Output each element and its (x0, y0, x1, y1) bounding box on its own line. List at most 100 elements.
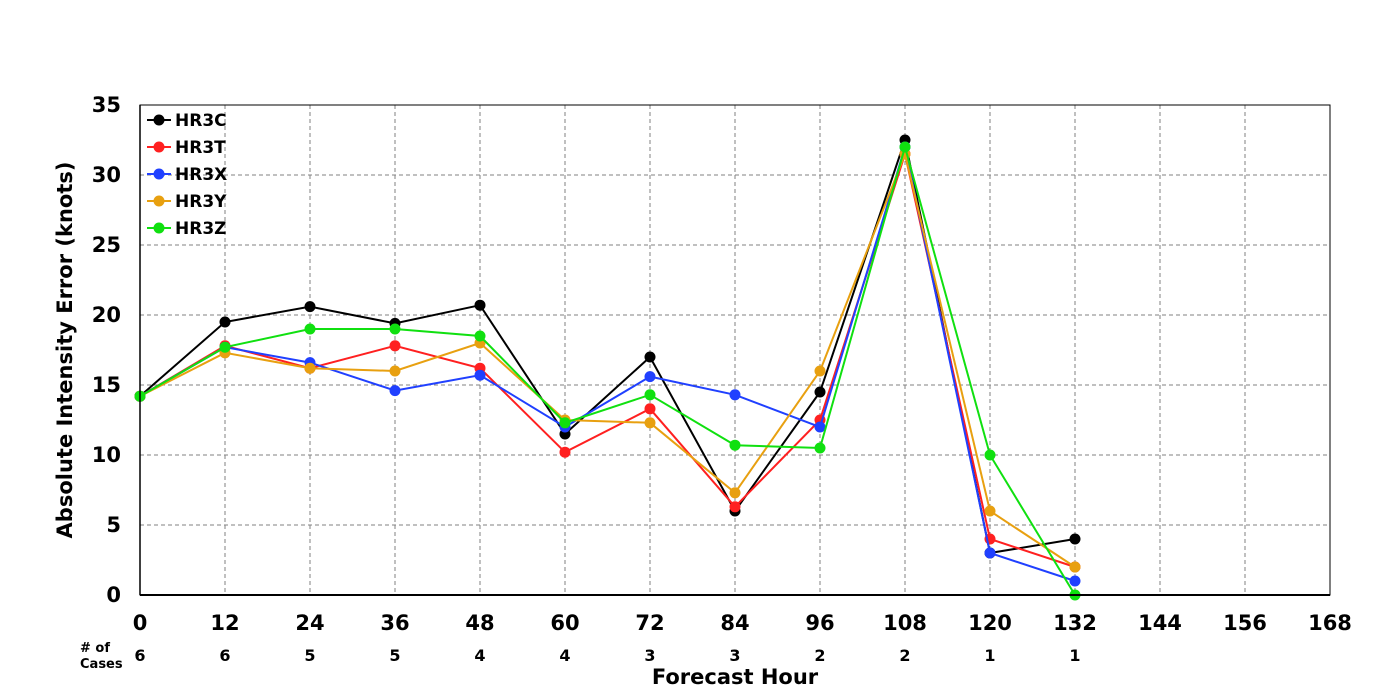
series-hr3c (134, 134, 1081, 559)
data-point (304, 362, 316, 374)
data-point (644, 389, 656, 401)
cases-count: 5 (304, 646, 315, 665)
data-point (559, 417, 571, 429)
data-point (1069, 533, 1081, 545)
data-point (729, 501, 741, 513)
series-line (139, 146, 1076, 582)
y-tick-label: 20 (92, 303, 121, 327)
cases-count: 6 (134, 646, 145, 665)
x-tick-label: 24 (295, 611, 324, 635)
x-tick-label: 132 (1053, 611, 1097, 635)
data-point (644, 371, 656, 383)
x-tick-label: 96 (805, 611, 834, 635)
series-line (139, 143, 1076, 596)
data-point (1069, 575, 1081, 587)
data-point (984, 449, 996, 461)
series-hr3y (134, 148, 1081, 573)
x-tick-label: 144 (1138, 611, 1182, 635)
data-point (474, 369, 486, 381)
x-tick-label: 120 (968, 611, 1012, 635)
cases-row: 6 6 5 5 4 4 3 3 2 2 1 1 (134, 646, 1080, 665)
legend-swatch-marker (153, 141, 165, 153)
y-tick-label: 0 (106, 583, 121, 607)
x-tick-label: 48 (465, 611, 494, 635)
data-point (559, 446, 571, 458)
y-axis-label: Absolute Intensity Error (knots) (53, 162, 77, 539)
data-point (474, 330, 486, 342)
data-point (389, 385, 401, 397)
legend-label: HR3T (175, 138, 226, 158)
series-hr3z (134, 141, 1081, 601)
legend-label: HR3C (175, 111, 227, 131)
data-point (389, 365, 401, 377)
series-line (139, 136, 1076, 555)
data-point (304, 301, 316, 313)
y-tick-label: 10 (92, 443, 121, 467)
legend-swatch-marker (153, 114, 165, 126)
y-tick-label: 25 (92, 233, 121, 257)
data-point (304, 323, 316, 335)
x-tick-label: 36 (380, 611, 409, 635)
x-tick-label: 12 (210, 611, 239, 635)
data-point (389, 340, 401, 352)
x-axis-label: Forecast Hour (652, 665, 819, 689)
cases-count: 1 (984, 646, 995, 665)
cases-count: 3 (729, 646, 740, 665)
data-point (814, 421, 826, 433)
series-line (139, 150, 1076, 568)
legend-item: HR3Z (147, 219, 226, 239)
data-point (814, 442, 826, 454)
x-tick-labels: 0 12 24 36 48 60 72 84 96 108 120 132 144 156 168 (133, 611, 1352, 635)
legend-swatch-marker (153, 168, 165, 180)
x-tick-label: 0 (133, 611, 148, 635)
legend-item: HR3X (147, 165, 227, 185)
data-point (814, 386, 826, 398)
cases-count: 2 (814, 646, 825, 665)
x-tick-label: 60 (550, 611, 579, 635)
data-point (899, 141, 911, 153)
data-point (984, 505, 996, 517)
x-tick-label: 84 (720, 611, 749, 635)
legend-item: HR3Y (147, 192, 227, 212)
cases-count: 5 (389, 646, 400, 665)
data-point (729, 389, 741, 401)
cases-count: 1 (1069, 646, 1080, 665)
x-tick-label: 156 (1223, 611, 1267, 635)
x-tick-label: 72 (635, 611, 664, 635)
data-point (644, 351, 656, 363)
legend-swatch-marker (153, 222, 165, 234)
y-tick-label: 35 (92, 93, 121, 117)
series-line (139, 150, 1076, 568)
cases-label-line2: Cases (80, 657, 123, 672)
cases-count: 3 (644, 646, 655, 665)
cases-count: 6 (219, 646, 230, 665)
legend: HR3C HR3T HR3X HR3Y HR3Z (147, 111, 227, 239)
y-tick-label: 30 (92, 163, 121, 187)
series-layer (134, 134, 1081, 601)
data-point (644, 417, 656, 429)
data-point (984, 547, 996, 559)
cases-count: 4 (559, 646, 570, 665)
data-point (474, 299, 486, 311)
x-tick-label: 168 (1308, 611, 1352, 635)
cases-label-line1: # of (80, 641, 110, 656)
cases-count: 2 (899, 646, 910, 665)
grid (140, 105, 1330, 595)
data-point (219, 341, 231, 353)
series-hr3t (134, 148, 1081, 573)
y-tick-labels: 0 5 10 15 20 25 30 35 (92, 93, 121, 607)
data-point (389, 323, 401, 335)
data-point (644, 403, 656, 415)
legend-label: HR3Y (175, 192, 227, 212)
data-point (1069, 561, 1081, 573)
legend-item: HR3C (147, 111, 227, 131)
data-point (729, 439, 741, 451)
y-tick-label: 15 (92, 373, 121, 397)
legend-label: HR3Z (175, 219, 226, 239)
data-point (814, 365, 826, 377)
legend-label: HR3X (175, 165, 227, 185)
legend-item: HR3T (147, 138, 226, 158)
y-tick-label: 5 (106, 513, 121, 537)
cases-count: 4 (474, 646, 485, 665)
